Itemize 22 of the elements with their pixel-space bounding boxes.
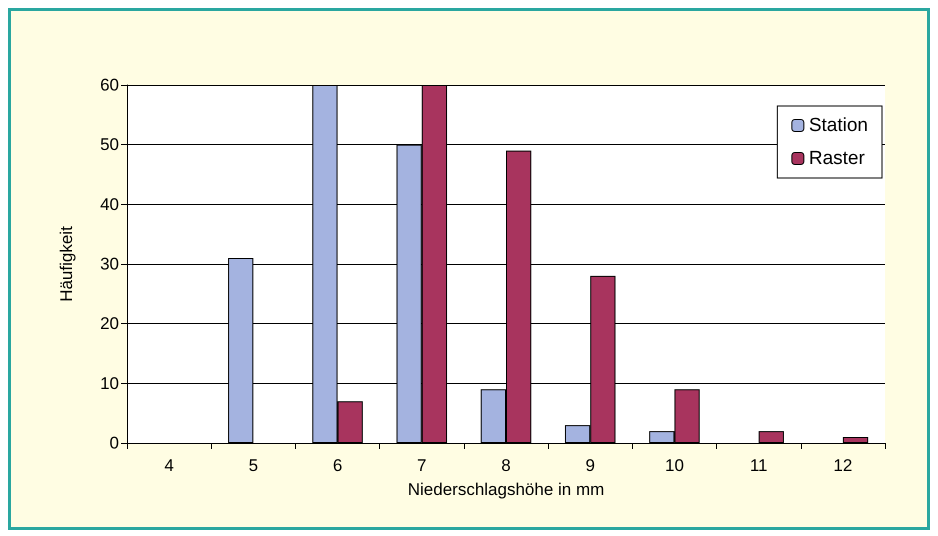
legend-label: Station [808,115,868,136]
legend-label: Raster [808,148,866,169]
x-tick-label: 10 [664,456,684,475]
x-tick-label: 4 [164,456,174,475]
x-tick-label: 11 [750,456,768,475]
y-tick-label: 30 [100,254,119,274]
y-axis-title: Häufigkeit [57,226,76,302]
y-tick-label: 60 [100,76,119,94]
y-tick-label: 10 [100,374,119,393]
x-axis-title: Niederschlagshöhe in mm [408,480,604,499]
y-tick-label: 0 [110,434,119,452]
bar [842,437,868,443]
x-tick-label: 12 [833,456,852,475]
y-tick-label: 40 [100,194,119,214]
x-tick-label: 8 [501,456,511,475]
bar [758,431,784,443]
x-tick-label: 9 [585,456,595,475]
x-tick-label: 6 [332,456,342,475]
y-tick-label: 50 [100,135,119,154]
y-tick-label: 20 [100,314,119,334]
x-tick-label: 7 [417,456,427,475]
x-tick-label: 5 [248,456,258,475]
